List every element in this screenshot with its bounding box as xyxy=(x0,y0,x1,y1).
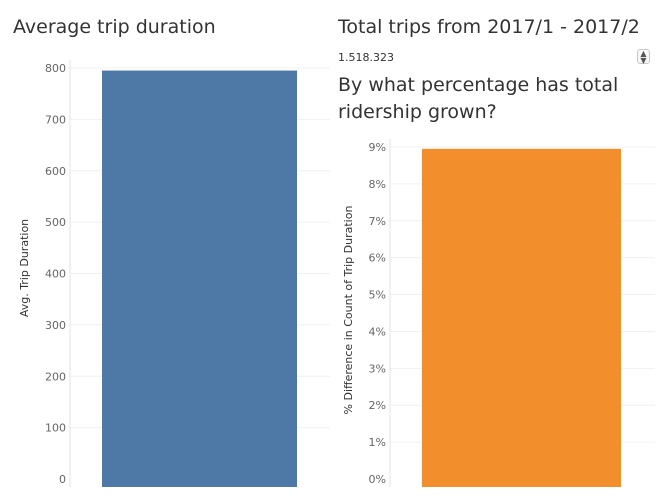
bar[interactable] xyxy=(422,148,621,487)
spinner-icon[interactable]: ▲ ▼ xyxy=(637,49,650,65)
y-axis-title: % Difference in Count of Trip Duration xyxy=(342,206,355,415)
y-tick-label: 6% xyxy=(369,252,386,265)
pct-difference-chart: 0% 1% 2% 3% 4% 5% 6% 7% 8% 9% % Difference in Coun… xyxy=(342,139,655,487)
y-tick-label: 0% xyxy=(369,473,386,486)
y-tick-label: 500 xyxy=(45,216,66,229)
y-tick-label: 9% xyxy=(369,141,386,154)
y-tick-label: 400 xyxy=(45,268,66,281)
right-chart-title: By what percentage has total ridership g… xyxy=(338,74,619,123)
y-tick-label: 100 xyxy=(45,422,66,435)
y-tick-label: 5% xyxy=(369,289,386,302)
y-tick-label: 2% xyxy=(369,399,386,412)
y-tick-label: 7% xyxy=(369,215,386,228)
y-tick-label: 0 xyxy=(59,473,66,486)
right-panel-title: Total trips from 2017/1 - 2017/2 xyxy=(338,16,640,38)
y-tick-label: 3% xyxy=(369,362,386,375)
chevron-up-icon[interactable]: ▲ xyxy=(640,49,647,58)
y-tick-label: 300 xyxy=(45,319,66,332)
chevron-down-icon[interactable]: ▼ xyxy=(640,56,647,65)
y-tick-label: 1% xyxy=(369,436,386,449)
left-chart-title: Average trip duration xyxy=(13,16,216,38)
total-trips-value: 1.518.323 xyxy=(338,51,394,64)
avg-trip-duration-chart: 0 100 200 300 400 500 600 700 800 Avg. Trip Durat… xyxy=(18,60,330,487)
y-tick-label: 4% xyxy=(369,325,386,338)
y-tick-label: 600 xyxy=(45,165,66,178)
y-tick-label: 800 xyxy=(45,62,66,75)
y-tick-label: 700 xyxy=(45,113,66,126)
y-tick-label: 8% xyxy=(369,178,386,191)
bar[interactable] xyxy=(102,70,297,487)
y-axis-title: Avg. Trip Duration xyxy=(18,219,31,317)
y-tick-label: 200 xyxy=(45,370,66,383)
